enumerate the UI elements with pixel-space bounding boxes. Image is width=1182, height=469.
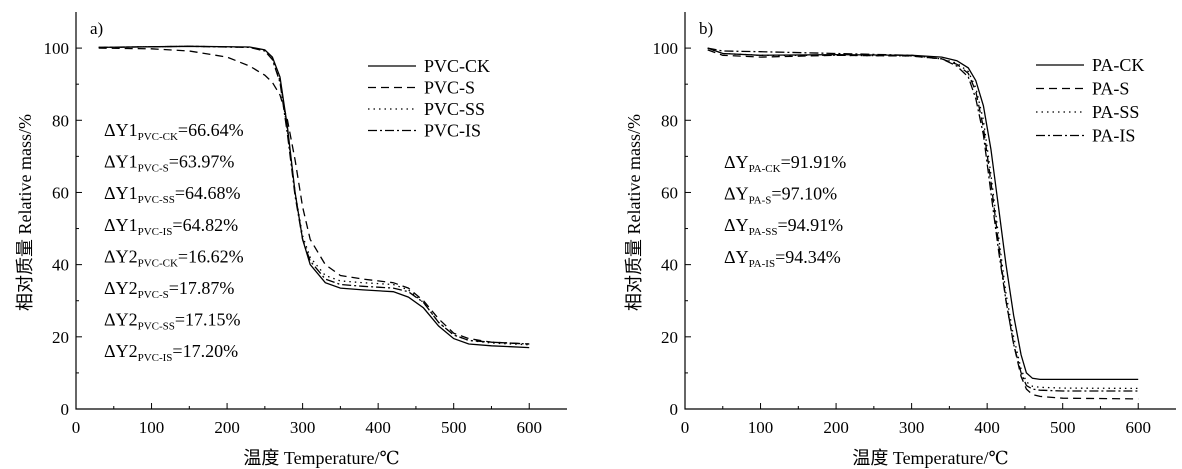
x-tick-label: 0 (72, 418, 81, 437)
chart-panel-a: 0 100 200 300 400 500 600 0 20 40 60 80 100 温度 Temper… (15, 12, 567, 468)
y-tick-label: 60 (52, 183, 69, 202)
delta-annotation: ΔY2PVC-SS=17.15% (104, 310, 241, 333)
y-tick-label: 80 (661, 111, 678, 130)
series-line-pvc-s (98, 47, 530, 345)
x-tick-label: 200 (214, 418, 240, 437)
delta-annotation: ΔY2PVC-IS=17.20% (104, 341, 238, 364)
legend-label: PVC-IS (424, 121, 481, 141)
y-tick-label: 80 (52, 111, 69, 130)
x-tick-label: 600 (1125, 418, 1151, 437)
legend-label: PA-SS (1092, 102, 1139, 122)
x-tick-label: 400 (974, 418, 1000, 437)
y-axis-title: 相对质量 Relative mass/% (15, 114, 35, 311)
delta-annotation: ΔY1PVC-SS=64.68% (104, 183, 241, 206)
delta-annotation: ΔYPA-SS=94.91% (724, 215, 843, 238)
y-tick-label: 40 (661, 256, 678, 275)
y-tick-label: 0 (61, 400, 70, 419)
legend-label: PA-S (1092, 79, 1129, 99)
x-tick-label: 500 (441, 418, 467, 437)
y-tick-label: 20 (661, 328, 678, 347)
legend-label: PVC-S (424, 78, 475, 98)
delta-annotation: ΔY1PVC-IS=64.82% (104, 215, 238, 238)
x-tick-label: 400 (365, 418, 391, 437)
series-line-pa-s (707, 49, 1139, 400)
x-tick-label: 200 (823, 418, 849, 437)
y-tick-label: 0 (670, 400, 679, 419)
series-line-pvc-is (98, 45, 530, 345)
y-tick-label: 20 (52, 328, 69, 347)
delta-annotation: ΔYPA-CK=91.91% (724, 152, 846, 175)
x-tick-label: 300 (290, 418, 316, 437)
y-tick-label: 100 (653, 39, 679, 58)
x-tick-label: 300 (899, 418, 925, 437)
x-tick-label: 600 (516, 418, 542, 437)
panel-label: b) (699, 19, 713, 38)
legend-label: PA-IS (1092, 126, 1135, 146)
y-tick-label: 40 (52, 256, 69, 275)
axis-lines (75, 12, 567, 410)
x-tick-label: 500 (1050, 418, 1076, 437)
delta-annotation: ΔY1PVC-CK=66.64% (104, 120, 244, 143)
x-axis-title: 温度 Temperature/℃ (852, 448, 1008, 468)
x-tick-label: 100 (139, 418, 165, 437)
legend-label: PA-CK (1092, 55, 1144, 75)
series-line-pa-is (707, 47, 1139, 392)
delta-annotation: ΔY1PVC-S=63.97% (104, 152, 234, 175)
y-axis-title: 相对质量 Relative mass/% (624, 114, 644, 311)
y-tick-label: 60 (661, 183, 678, 202)
delta-annotation: ΔYPA-S=97.10% (724, 184, 837, 207)
chart-panel-b: 0 100 200 300 400 500 600 0 20 40 60 80 100 温度 Temper… (624, 12, 1176, 468)
legend-label: PVC-CK (424, 56, 490, 76)
series-line-pvc-ck (98, 45, 530, 349)
x-axis-title: 温度 Temperature/℃ (243, 448, 399, 468)
x-tick-label: 100 (748, 418, 774, 437)
series-line-pa-ck (707, 47, 1139, 381)
series-line-pa-ss (707, 47, 1139, 390)
delta-annotation: ΔY2PVC-S=17.87% (104, 278, 234, 301)
delta-annotation: ΔY2PVC-CK=16.62% (104, 246, 244, 269)
panel-label: a) (90, 19, 103, 38)
delta-annotation: ΔYPA-IS=94.34% (724, 247, 841, 270)
y-tick-label: 100 (44, 39, 70, 58)
x-tick-label: 0 (681, 418, 690, 437)
legend-label: PVC-SS (424, 99, 485, 119)
